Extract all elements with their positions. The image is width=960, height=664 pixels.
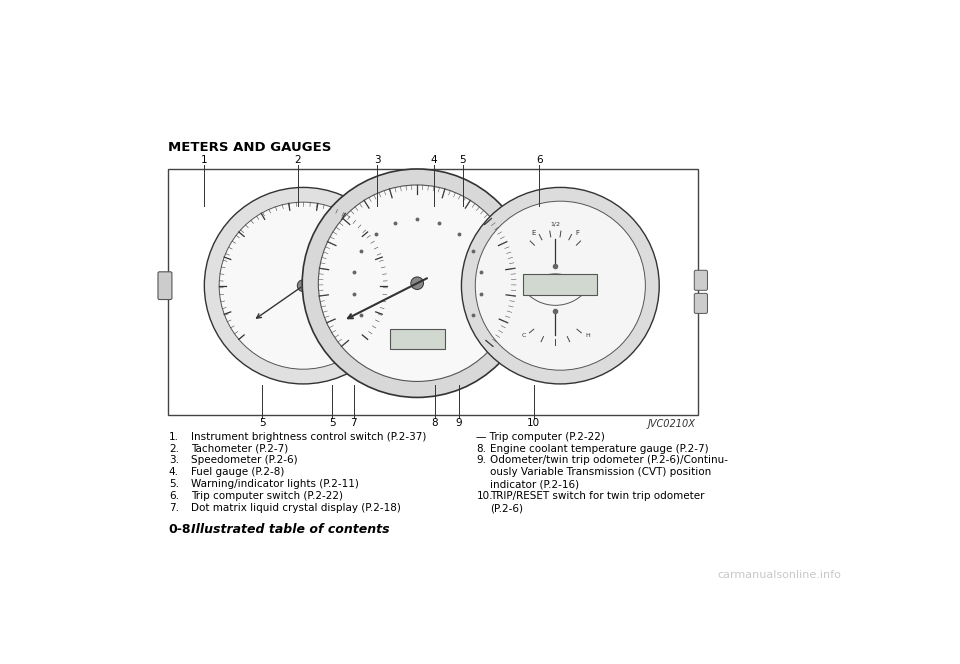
Text: Illustrated table of contents: Illustrated table of contents: [191, 523, 390, 536]
Circle shape: [219, 202, 387, 369]
Text: 5.: 5.: [169, 479, 179, 489]
Text: carmanualsonline.info: carmanualsonline.info: [717, 570, 841, 580]
Text: 7.: 7.: [169, 503, 179, 513]
Text: Warning/indicator lights (P.2-11): Warning/indicator lights (P.2-11): [191, 479, 359, 489]
Text: Odometer/twin trip odometer (P.2-6)/Continu-: Odometer/twin trip odometer (P.2-6)/Cont…: [491, 456, 729, 465]
Text: Instrument brightness control switch (P.2-37): Instrument brightness control switch (P.…: [191, 432, 426, 442]
Text: 6.: 6.: [169, 491, 179, 501]
Text: 0-8: 0-8: [169, 523, 191, 536]
Text: METERS AND GAUGES: METERS AND GAUGES: [168, 141, 331, 154]
Text: 10.: 10.: [476, 491, 493, 501]
Text: Engine coolant temperature gauge (P.2-7): Engine coolant temperature gauge (P.2-7): [491, 444, 709, 454]
Circle shape: [302, 169, 532, 398]
Text: 2.: 2.: [169, 444, 179, 454]
Circle shape: [204, 187, 402, 384]
Text: 9: 9: [456, 418, 463, 428]
Circle shape: [411, 277, 423, 290]
Bar: [390, 329, 444, 349]
Text: H: H: [585, 333, 589, 338]
Text: 7: 7: [350, 418, 357, 428]
Text: Tachometer (P.2-7): Tachometer (P.2-7): [191, 444, 289, 454]
Text: Dot matrix liquid crystal display (P.2-18): Dot matrix liquid crystal display (P.2-1…: [191, 503, 401, 513]
Text: C: C: [521, 333, 526, 338]
Text: F: F: [575, 230, 579, 236]
FancyBboxPatch shape: [694, 293, 708, 313]
Bar: [168, 169, 698, 414]
Text: 10: 10: [527, 418, 540, 428]
Bar: [523, 274, 597, 295]
Text: Fuel gauge (P.2-8): Fuel gauge (P.2-8): [191, 467, 285, 477]
Text: 2: 2: [295, 155, 301, 165]
Circle shape: [475, 201, 645, 370]
Text: 5: 5: [460, 155, 467, 165]
FancyBboxPatch shape: [158, 272, 172, 299]
Text: TRIP/RESET switch for twin trip odometer: TRIP/RESET switch for twin trip odometer: [491, 491, 705, 501]
Text: 9.: 9.: [476, 456, 487, 465]
Text: 8: 8: [431, 418, 438, 428]
FancyBboxPatch shape: [694, 270, 708, 290]
Text: ously Variable Transmission (CVT) position: ously Variable Transmission (CVT) positi…: [491, 467, 711, 477]
Text: (P.2-6): (P.2-6): [491, 503, 523, 513]
Text: 5: 5: [259, 418, 266, 428]
Circle shape: [298, 280, 309, 291]
Text: 8.: 8.: [476, 444, 487, 454]
Text: 4.: 4.: [169, 467, 179, 477]
Text: 1.: 1.: [169, 432, 179, 442]
Text: 4: 4: [431, 155, 438, 165]
Text: 5: 5: [329, 418, 336, 428]
Text: E: E: [532, 230, 536, 236]
Text: 3.: 3.: [169, 456, 179, 465]
Text: 1: 1: [201, 155, 207, 165]
Text: 1/2: 1/2: [550, 221, 561, 226]
Text: 3: 3: [374, 155, 381, 165]
Circle shape: [319, 185, 516, 381]
Text: 6: 6: [536, 155, 542, 165]
Circle shape: [462, 187, 660, 384]
Text: JVC0210X: JVC0210X: [647, 419, 695, 429]
Text: — Trip computer (P.2-22): — Trip computer (P.2-22): [476, 432, 606, 442]
Text: Speedometer (P.2-6): Speedometer (P.2-6): [191, 456, 298, 465]
Text: indicator (P.2-16): indicator (P.2-16): [491, 479, 580, 489]
Text: Trip computer switch (P.2-22): Trip computer switch (P.2-22): [191, 491, 344, 501]
